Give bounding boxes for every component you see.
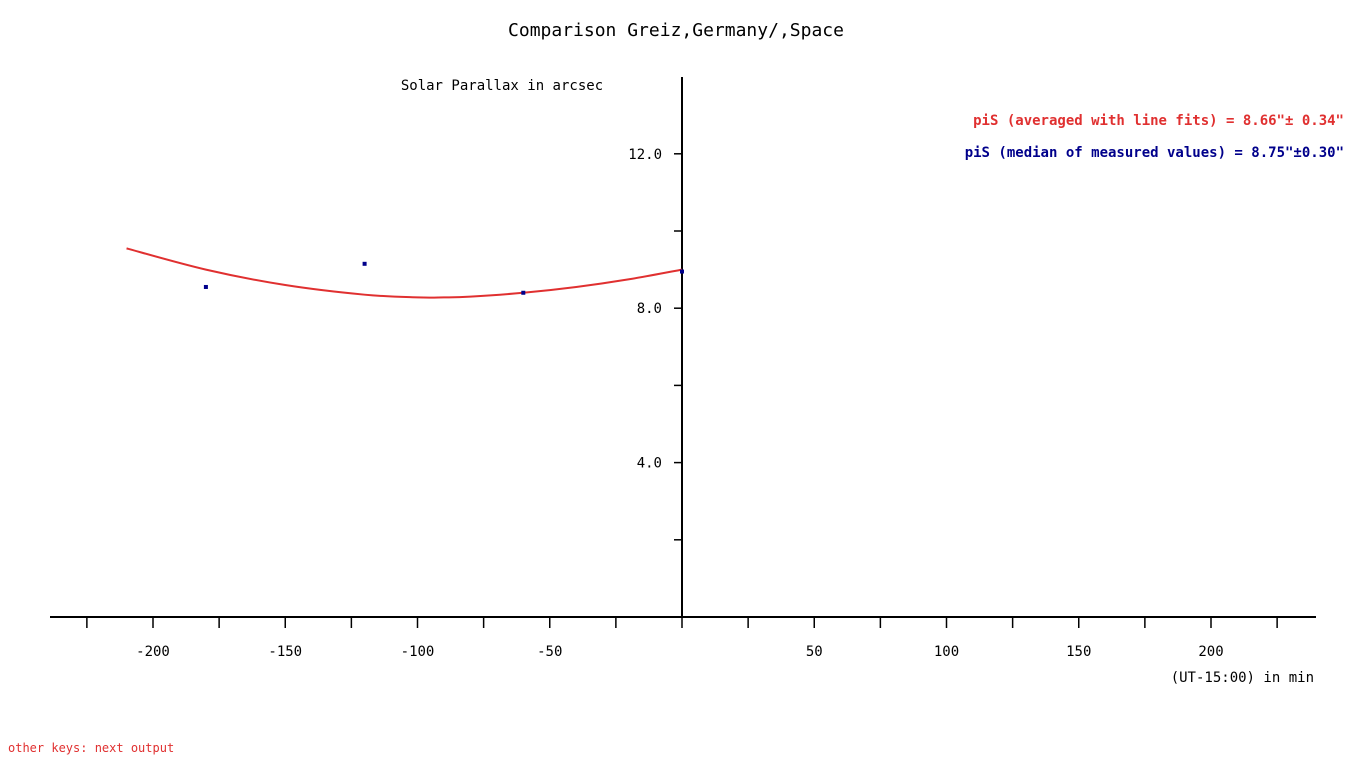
data-point — [521, 290, 526, 295]
y-tick-label: 12.0 — [628, 147, 662, 163]
axes: -200 -150 -100 -50 50 100 150 200 4.0 8.0 12.0 — [50, 77, 1316, 660]
series — [126, 247, 684, 299]
y-tick-label: 4.0 — [637, 456, 662, 472]
x-tick-label: -150 — [268, 644, 302, 660]
legend-median-result: piS (median of measured values) = 8.75"±… — [965, 145, 1344, 161]
legend-fit-result: piS (averaged with line fits) = 8.66"± 0… — [973, 113, 1344, 129]
data-point — [362, 261, 367, 266]
footer-hint: other keys: next output — [8, 741, 175, 755]
data-point — [203, 284, 208, 289]
x-tick-label: -200 — [136, 644, 170, 660]
data-point — [680, 269, 684, 274]
x-tick-label: -50 — [537, 644, 562, 660]
x-tick-label: 200 — [1198, 644, 1223, 660]
x-tick-label: 100 — [934, 644, 959, 660]
x-tick-label: 50 — [806, 644, 823, 660]
fit-curve — [126, 247, 683, 299]
x-tick-label: -100 — [401, 644, 435, 660]
x-axis-label: (UT-15:00) in min — [1171, 670, 1314, 686]
y-tick-label: 8.0 — [637, 301, 662, 317]
x-tick-label: 150 — [1066, 644, 1091, 660]
y-axis-label: Solar Parallax in arcsec — [401, 78, 603, 94]
chart-title: Comparison Greiz,Germany/,Space — [508, 20, 844, 41]
